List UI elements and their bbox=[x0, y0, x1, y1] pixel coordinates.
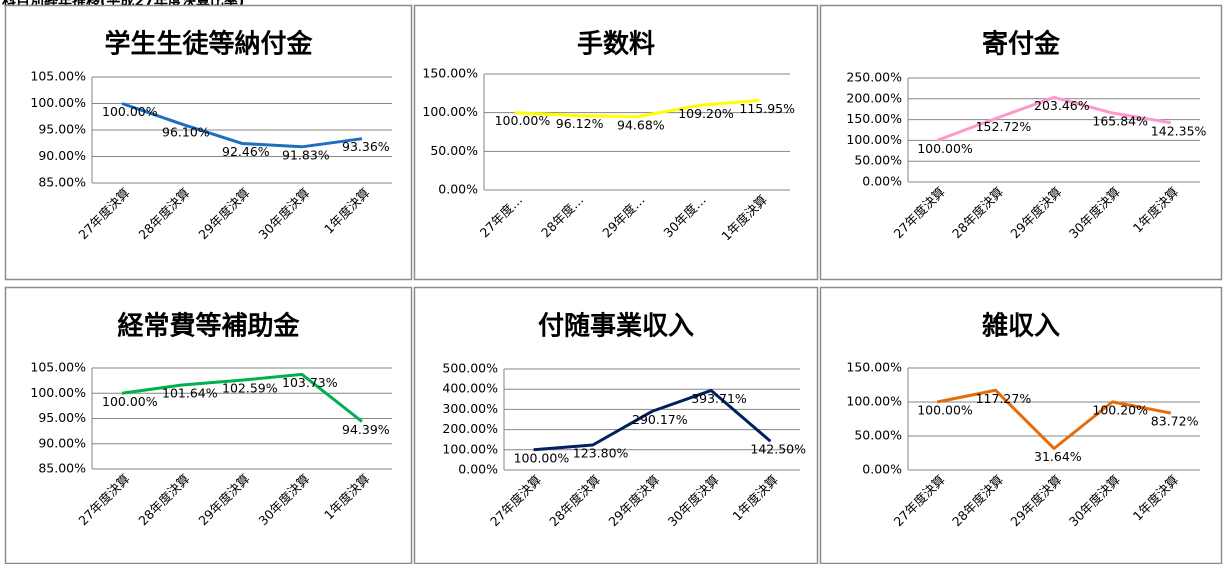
data-label: 100.00% bbox=[917, 403, 973, 418]
y-tick-label: 100.00% bbox=[846, 394, 902, 409]
data-label: 94.39% bbox=[342, 422, 390, 437]
y-tick-label: 200.00% bbox=[846, 90, 902, 105]
data-label: 109.20% bbox=[678, 106, 734, 121]
data-label: 142.50% bbox=[750, 442, 806, 457]
chart-title: 学生生徒等納付金 bbox=[104, 29, 313, 60]
y-tick-label: 0.00% bbox=[438, 182, 478, 197]
data-label: 123.80% bbox=[573, 445, 629, 460]
chart-title: 雑収入 bbox=[981, 311, 1060, 342]
y-tick-label: 150.00% bbox=[422, 66, 478, 81]
data-label: 92.46% bbox=[222, 144, 270, 159]
y-tick-label: 0.00% bbox=[862, 462, 902, 477]
y-tick-label: 50.00% bbox=[430, 143, 478, 158]
y-tick-label: 100.00% bbox=[30, 385, 86, 400]
data-label: 290.17% bbox=[632, 412, 688, 427]
y-tick-label: 100.00% bbox=[442, 441, 498, 456]
data-label: 83.72% bbox=[1151, 414, 1199, 429]
y-tick-label: 400.00% bbox=[442, 381, 498, 396]
y-tick-label: 0.00% bbox=[458, 462, 498, 477]
y-tick-label: 85.00% bbox=[38, 461, 86, 476]
panel-border bbox=[819, 4, 1223, 281]
y-tick-label: 100.00% bbox=[846, 132, 902, 147]
data-label: 31.64% bbox=[1034, 449, 1082, 464]
data-label: 96.12% bbox=[556, 116, 604, 131]
data-label: 100.00% bbox=[514, 450, 570, 465]
series-line bbox=[121, 102, 363, 149]
data-label: 100.00% bbox=[495, 113, 551, 128]
y-tick-label: 150.00% bbox=[846, 111, 902, 126]
data-label: 96.10% bbox=[162, 125, 210, 140]
series-line bbox=[514, 98, 760, 119]
y-tick-label: 95.00% bbox=[38, 410, 86, 425]
y-tick-label: 0.00% bbox=[862, 174, 902, 189]
series-line bbox=[936, 95, 1172, 142]
chart-title: 経常費等補助金 bbox=[117, 311, 300, 342]
y-tick-label: 90.00% bbox=[38, 435, 86, 450]
y-tick-label: 105.00% bbox=[30, 69, 86, 84]
data-label: 115.95% bbox=[739, 101, 795, 116]
data-label: 91.83% bbox=[282, 147, 330, 162]
y-tick-label: 100.00% bbox=[422, 104, 478, 119]
series-line bbox=[936, 388, 1172, 450]
y-tick-label: 95.00% bbox=[38, 122, 86, 137]
y-tick-label: 150.00% bbox=[846, 360, 902, 375]
y-tick-label: 250.00% bbox=[846, 70, 902, 85]
data-label: 165.84% bbox=[1092, 114, 1148, 129]
data-label: 94.68% bbox=[617, 117, 665, 132]
data-label: 100.00% bbox=[917, 141, 973, 156]
chart-title: 付随事業収入 bbox=[538, 311, 694, 342]
chart-panel: 付随事業収入 0.00% 100.00% 200.00% 300.00% 400.00% 5… bbox=[413, 286, 819, 565]
y-tick-label: 85.00% bbox=[38, 175, 86, 190]
y-tick-label: 100.00% bbox=[30, 95, 86, 110]
data-label: 393.71% bbox=[691, 391, 747, 406]
chart-panel: 寄付金 0.00% 50.00% 100.00% 150.00% 200.00% 250.0… bbox=[819, 4, 1223, 281]
data-label: 101.64% bbox=[162, 385, 218, 400]
data-label: 102.59% bbox=[222, 381, 278, 396]
series-line bbox=[533, 388, 772, 452]
chart-panel: 経常費等補助金85.00%90.00%95.00%100.00%105.00%2… bbox=[4, 286, 413, 565]
data-label: 100.20% bbox=[1092, 402, 1148, 417]
data-label: 142.35% bbox=[1151, 123, 1207, 138]
y-tick-label: 105.00% bbox=[30, 360, 86, 375]
y-tick-label: 500.00% bbox=[442, 361, 498, 376]
data-label: 117.27% bbox=[976, 391, 1032, 406]
data-label: 203.46% bbox=[1034, 98, 1090, 113]
panel-border bbox=[413, 4, 819, 281]
data-label: 100.00% bbox=[102, 394, 158, 409]
data-label: 100.00% bbox=[102, 104, 158, 119]
y-tick-label: 300.00% bbox=[442, 401, 498, 416]
chart-title: 寄付金 bbox=[982, 29, 1061, 60]
y-tick-label: 50.00% bbox=[854, 428, 902, 443]
y-tick-label: 90.00% bbox=[38, 148, 86, 163]
data-label: 103.73% bbox=[282, 375, 338, 390]
y-tick-label: 50.00% bbox=[854, 153, 902, 168]
data-label: 152.72% bbox=[976, 119, 1032, 134]
data-label: 93.36% bbox=[342, 139, 390, 154]
series-line bbox=[121, 372, 363, 423]
chart-title: 手数料 bbox=[577, 30, 655, 60]
chart-panel: 学生生徒等納付金 85.00% 90.00% 95.00% 100.00% 105.00%… bbox=[4, 4, 413, 281]
panel-border bbox=[819, 286, 1223, 565]
y-tick-label: 200.00% bbox=[442, 421, 498, 436]
